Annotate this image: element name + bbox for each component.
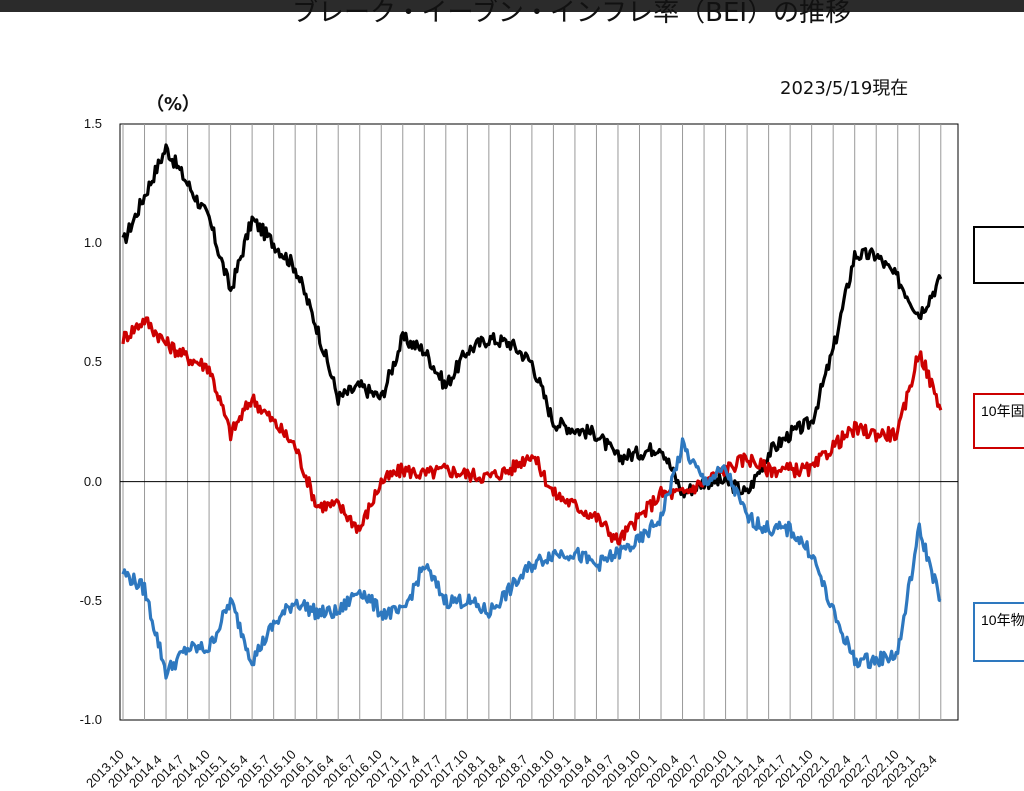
series-line-red [121, 316, 943, 546]
chart-title: ブレーク・イーブン・インフレ率（BEI）の推移 [292, 0, 852, 28]
top-strip [0, 0, 1024, 12]
plot-frame [119, 123, 959, 721]
y-tick-label: -0.5 [79, 592, 102, 608]
y-tick-label: 0.0 [83, 473, 102, 489]
y-tick-label: 1.0 [83, 235, 102, 251]
legend-red: 10年固定 [973, 393, 1024, 449]
y-tick-label: 1.5 [83, 116, 102, 131]
legend-black [973, 226, 1024, 284]
as-of-date: 2023/5/19現在 [780, 78, 909, 99]
series-line-black [121, 143, 943, 499]
y-tick-label: 0.5 [83, 354, 102, 370]
legend-blue-label: 10年物価連動 [981, 612, 1024, 628]
chart-title-container: ブレーク・イーブン・インフレ率（BEI）の推移 [0, 0, 1024, 32]
y-unit-label: （%） [146, 94, 201, 115]
y-tick-label: -1.0 [79, 712, 102, 727]
series-line-blue [121, 437, 942, 680]
legend-blue: 10年物価連動 [973, 602, 1024, 662]
legend-red-label: 10年固定 [981, 403, 1024, 419]
